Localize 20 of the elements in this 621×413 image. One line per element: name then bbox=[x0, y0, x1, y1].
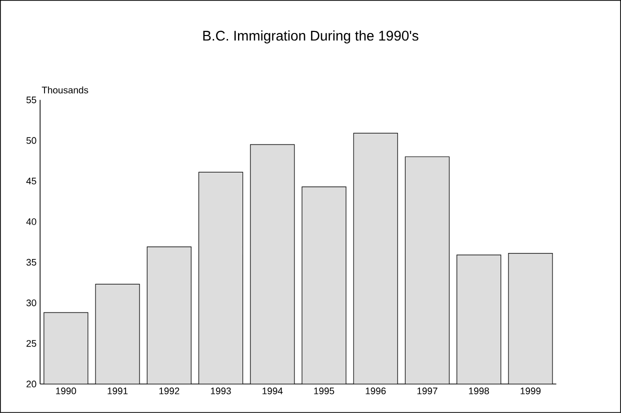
x-tick-label: 1993 bbox=[210, 388, 231, 394]
x-tick-label: 1998 bbox=[469, 388, 489, 394]
y-axis-title: Thousands bbox=[42, 86, 88, 94]
y-tick-label: 30 bbox=[26, 300, 36, 306]
y-tick-label: 20 bbox=[26, 380, 36, 388]
x-tick-label: 1994 bbox=[262, 388, 283, 394]
y-tick-label: 40 bbox=[26, 218, 36, 226]
x-tick-label: 1990 bbox=[56, 388, 76, 394]
y-tick-label: 50 bbox=[26, 137, 36, 144]
y-tick-label: 55 bbox=[26, 96, 36, 104]
x-tick-label: 1999 bbox=[520, 388, 541, 394]
x-tick-label: 1996 bbox=[366, 388, 386, 394]
x-tick-label: 1995 bbox=[314, 388, 334, 394]
x-tick-label: 1997 bbox=[417, 388, 438, 394]
x-tick-label: 1992 bbox=[159, 388, 180, 394]
y-tick-label: 35 bbox=[26, 258, 36, 266]
chart-title: B.C. Immigration During the 1990's bbox=[203, 30, 418, 44]
y-tick-label: 25 bbox=[26, 340, 36, 347]
x-tick-label: 1991 bbox=[108, 388, 128, 394]
y-tick-label: 45 bbox=[26, 178, 36, 184]
